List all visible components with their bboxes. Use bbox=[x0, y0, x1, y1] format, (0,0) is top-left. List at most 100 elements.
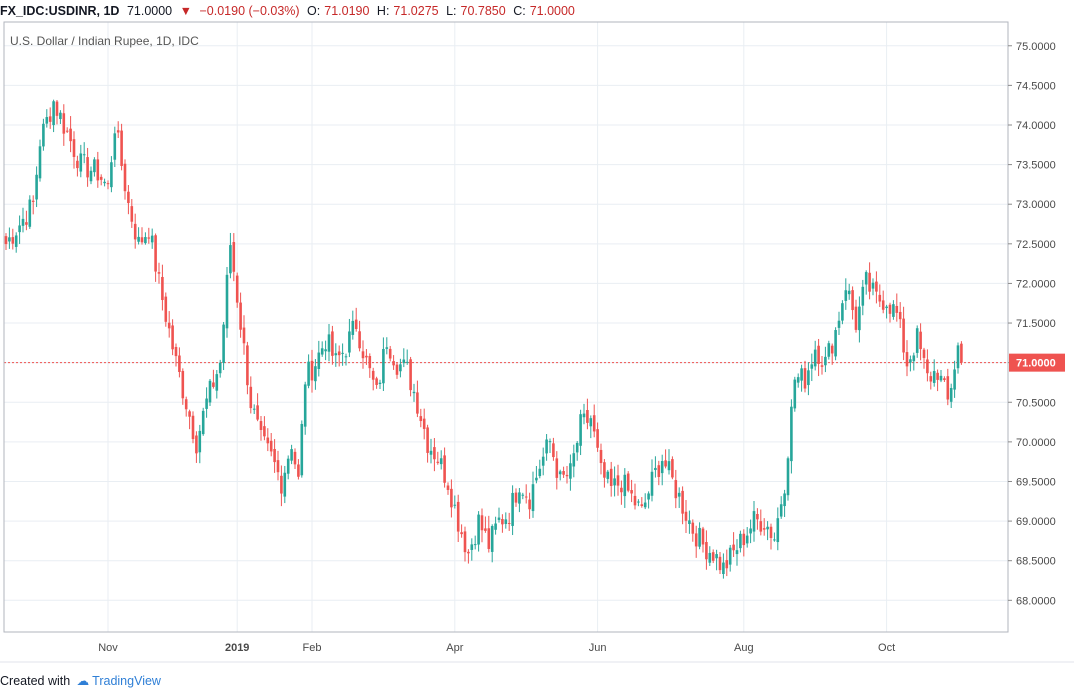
candle bbox=[643, 493, 647, 510]
last-price: 71.0000 bbox=[126, 4, 173, 18]
candle bbox=[344, 353, 348, 366]
candle bbox=[541, 447, 545, 476]
candle bbox=[575, 441, 579, 461]
y-tick-label: 72.0000 bbox=[1016, 278, 1056, 290]
candle bbox=[354, 307, 358, 332]
candle bbox=[790, 399, 793, 474]
candle bbox=[769, 523, 773, 550]
candle bbox=[939, 369, 943, 383]
close-label: C: bbox=[513, 4, 526, 18]
candle bbox=[59, 110, 62, 125]
candle bbox=[351, 310, 355, 340]
candle bbox=[276, 450, 280, 481]
candle bbox=[327, 324, 331, 362]
candle bbox=[147, 227, 151, 244]
candle bbox=[545, 434, 548, 461]
candle bbox=[436, 451, 440, 465]
candle bbox=[875, 271, 878, 304]
last-price-tag-bg bbox=[1009, 353, 1065, 372]
candle bbox=[470, 538, 474, 561]
candle bbox=[701, 526, 705, 553]
candle bbox=[348, 318, 351, 358]
candle bbox=[898, 302, 902, 329]
candle bbox=[834, 327, 837, 361]
low-value: 70.7850 bbox=[460, 4, 506, 18]
candle bbox=[501, 514, 504, 533]
candle bbox=[4, 233, 8, 250]
symbol-label[interactable]: FX_IDC:USDINR, 1D bbox=[0, 4, 120, 18]
candle bbox=[589, 415, 593, 439]
candle bbox=[538, 459, 542, 479]
candle bbox=[705, 530, 708, 570]
candle bbox=[854, 299, 858, 333]
time-axis[interactable]: Nov 2019 Feb Apr Jun Aug Oct bbox=[0, 642, 1074, 663]
candle bbox=[89, 166, 93, 185]
tradingview-logo-icon[interactable]: ☁ bbox=[76, 674, 90, 688]
candle bbox=[215, 370, 219, 399]
symbol-info-bar: FX_IDC:USDINR, 1D 71.0000 ▼ −0.0190 (−0.… bbox=[0, 0, 1074, 22]
candle bbox=[378, 379, 382, 390]
candle bbox=[392, 355, 395, 370]
candle bbox=[511, 485, 514, 536]
candle bbox=[273, 439, 276, 473]
candle bbox=[422, 408, 426, 440]
candle bbox=[912, 352, 916, 371]
candle bbox=[606, 469, 610, 484]
candle bbox=[688, 510, 691, 534]
candle bbox=[433, 438, 436, 472]
candle bbox=[286, 455, 290, 480]
candle bbox=[256, 393, 259, 422]
candle bbox=[518, 487, 521, 513]
candle bbox=[613, 466, 616, 497]
y-tick-label: 75.0000 bbox=[1016, 41, 1056, 53]
candle bbox=[334, 343, 338, 367]
candle bbox=[426, 424, 429, 463]
candle bbox=[531, 471, 535, 518]
candle bbox=[402, 348, 406, 368]
candle bbox=[524, 484, 528, 504]
candle bbox=[830, 343, 834, 365]
candle bbox=[399, 358, 402, 378]
candle bbox=[824, 346, 827, 373]
candle bbox=[586, 398, 589, 430]
candle bbox=[388, 345, 392, 362]
candle bbox=[926, 349, 929, 382]
candle bbox=[55, 99, 59, 125]
candle bbox=[269, 432, 273, 457]
candle bbox=[467, 549, 470, 564]
candle bbox=[599, 443, 603, 475]
candle bbox=[409, 356, 412, 397]
candle bbox=[137, 227, 140, 245]
candle bbox=[776, 507, 780, 551]
candle bbox=[552, 437, 555, 461]
candle bbox=[813, 340, 817, 371]
plot-area[interactable] bbox=[3, 21, 1009, 633]
candle bbox=[290, 444, 293, 465]
candle bbox=[732, 532, 735, 557]
candle bbox=[218, 359, 222, 378]
candle bbox=[35, 166, 38, 208]
price-axis[interactable]: 68.0000 68.5000 69.0000 69.5000 70.0000 70.50… bbox=[1008, 41, 1056, 608]
candle bbox=[76, 155, 79, 177]
tradingview-link[interactable]: TradingView bbox=[92, 674, 161, 688]
candle bbox=[239, 292, 242, 338]
candle bbox=[225, 267, 229, 338]
candle bbox=[395, 362, 399, 379]
candle bbox=[133, 213, 137, 249]
candle bbox=[242, 315, 246, 355]
candle bbox=[375, 376, 378, 389]
candle bbox=[803, 360, 807, 393]
candle bbox=[48, 107, 52, 129]
footer-attribution: Created with ☁ TradingView bbox=[0, 668, 300, 694]
candle bbox=[677, 487, 681, 508]
x-tick-label: Aug bbox=[734, 642, 754, 654]
candle bbox=[371, 367, 375, 391]
candle bbox=[331, 325, 334, 365]
candle bbox=[742, 529, 746, 557]
close-value: 71.0000 bbox=[529, 4, 575, 18]
candle bbox=[314, 359, 317, 390]
grid bbox=[4, 22, 1008, 632]
candle bbox=[484, 516, 487, 533]
candle bbox=[429, 438, 433, 464]
